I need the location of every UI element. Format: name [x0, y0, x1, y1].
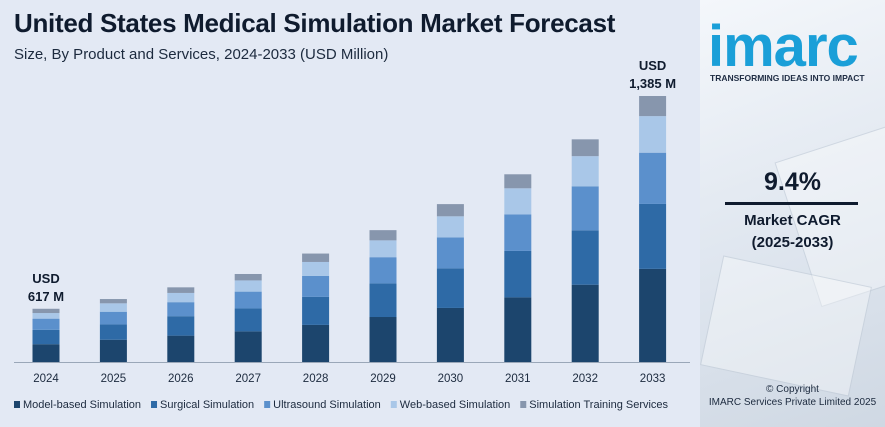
bar-2027-ultrasound-simulation [234, 291, 262, 309]
chart-title: United States Medical Simulation Market … [14, 8, 616, 38]
bar-2026-model-based-simulation [167, 335, 195, 362]
x-tick-label-2031: 2031 [505, 373, 531, 385]
bar-2030-ultrasound-simulation [436, 237, 464, 269]
bar-2032-model-based-simulation [571, 284, 599, 362]
bar-2025-ultrasound-simulation [99, 311, 127, 325]
bar-2032-simulation-training-services [571, 139, 599, 157]
bar-2031-surgical-simulation [504, 250, 532, 298]
bar-2026-ultrasound-simulation [167, 302, 195, 317]
copyright-line-1: © Copyright [766, 384, 819, 395]
bar-2025-surgical-simulation [99, 324, 127, 340]
bar-2029-surgical-simulation [369, 283, 397, 318]
bar-2033-model-based-simulation [639, 268, 667, 362]
bar-2031-ultrasound-simulation [504, 214, 532, 251]
bar-2030-simulation-training-services [436, 204, 464, 217]
legend-label-model-based-simulation: Model-based Simulation [23, 399, 141, 411]
bar-2024-simulation-training-services [32, 308, 60, 314]
bar-2031-model-based-simulation [504, 297, 532, 362]
bar-2032-web-based-simulation [571, 156, 599, 187]
total-label-2033-line-2: 1,385 M [629, 76, 676, 91]
x-tick-label-2032: 2032 [572, 373, 598, 385]
x-tick-label-2030: 2030 [438, 373, 464, 385]
x-tick-label-2028: 2028 [303, 373, 329, 385]
copyright-line-2: IMARC Services Private Limited 2025 [708, 397, 877, 408]
bar-2031-simulation-training-services [504, 174, 532, 189]
bar-2027-simulation-training-services [234, 273, 262, 281]
bar-2024-web-based-simulation [32, 313, 60, 319]
bar-2026-surgical-simulation [167, 316, 195, 336]
legend-label-surgical-simulation: Surgical Simulation [160, 399, 254, 411]
bar-2029-web-based-simulation [369, 240, 397, 258]
bar-2029-model-based-simulation [369, 317, 397, 362]
bar-2024-model-based-simulation [32, 344, 60, 362]
bar-2025-simulation-training-services [99, 299, 127, 304]
bar-2028-model-based-simulation [302, 324, 330, 362]
legend-label-simulation-training-services: Simulation Training Services [529, 399, 668, 411]
x-tick-label-2026: 2026 [168, 373, 194, 385]
bar-2027-web-based-simulation [234, 280, 262, 292]
legend-swatch-simulation-training-services [520, 401, 527, 408]
total-label-2024-line-1: USD [32, 271, 59, 286]
x-tick-label-2024: 2024 [33, 373, 59, 385]
bar-2033-surgical-simulation [639, 203, 667, 269]
bar-2033-simulation-training-services [639, 96, 667, 117]
cagr-period: (2025-2033) [751, 234, 834, 251]
logo-tagline: TRANSFORMING IDEAS INTO IMPACT [710, 73, 865, 83]
bar-2030-model-based-simulation [436, 307, 464, 362]
bar-2024-surgical-simulation [32, 329, 60, 345]
x-tick-label-2033: 2033 [640, 373, 666, 385]
total-label-2024-line-2: 617 M [28, 289, 64, 304]
side-panel: imarc TRANSFORMING IDEAS INTO IMPACT 9.4… [700, 0, 885, 427]
bar-2029-ultrasound-simulation [369, 257, 397, 284]
cagr-label: Market CAGR [744, 212, 841, 229]
legend-swatch-model-based-simulation [14, 401, 20, 408]
legend-swatch-surgical-simulation [151, 401, 158, 408]
bar-2027-surgical-simulation [234, 308, 262, 332]
legend-swatch-ultrasound-simulation [264, 401, 271, 408]
bar-2030-surgical-simulation [436, 268, 464, 308]
x-tick-label-2029: 2029 [370, 373, 396, 385]
copyright-notice: © Copyright IMARC Services Private Limit… [700, 383, 885, 409]
bar-2027-model-based-simulation [234, 331, 262, 362]
cagr-divider [725, 202, 858, 205]
bar-2028-web-based-simulation [302, 261, 330, 276]
bar-2025-model-based-simulation [99, 339, 127, 362]
legend-label-ultrasound-simulation: Ultrasound Simulation [273, 399, 381, 411]
total-label-2033-line-1: USD [639, 58, 666, 73]
bar-2028-ultrasound-simulation [302, 275, 330, 297]
legend-swatch-web-based-simulation [390, 401, 397, 408]
legend-label-web-based-simulation: Web-based Simulation [400, 399, 510, 411]
bar-2032-ultrasound-simulation [571, 186, 599, 231]
bar-2032-surgical-simulation [571, 230, 599, 285]
bar-2033-web-based-simulation [639, 116, 667, 153]
bar-2033-ultrasound-simulation [639, 152, 667, 204]
bar-2029-simulation-training-services [369, 230, 397, 241]
x-tick-label-2027: 2027 [235, 373, 261, 385]
chart-subtitle: Size, By Product and Services, 2024-2033… [14, 46, 389, 63]
bar-2026-simulation-training-services [167, 287, 195, 293]
bar-2028-simulation-training-services [302, 253, 330, 262]
bar-2031-web-based-simulation [504, 188, 532, 215]
bar-2024-ultrasound-simulation [32, 318, 60, 330]
x-tick-label-2025: 2025 [101, 373, 127, 385]
bar-2028-surgical-simulation [302, 296, 330, 325]
cagr-value: 9.4% [764, 168, 821, 196]
imarc-logo: imarc [708, 14, 859, 79]
bar-2025-web-based-simulation [99, 303, 127, 312]
bar-2030-web-based-simulation [436, 216, 464, 238]
bar-2026-web-based-simulation [167, 292, 195, 303]
stacked-bar-chart: 2024 2025 2026 2027 2028 2029 2030 2031 2032 2033… [14, 58, 690, 411]
